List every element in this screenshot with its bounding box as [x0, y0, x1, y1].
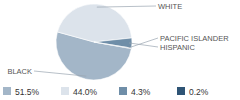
- leader-line: [129, 38, 158, 48]
- pie-slice: [94, 38, 132, 48]
- chart: BLACK WHITE HISPANICPACIFIC ISLANDER 51.5% 4…: [0, 0, 240, 100]
- slice-label: WHITE: [158, 2, 182, 11]
- slice-label: HISPANIC: [160, 43, 195, 52]
- pie: [56, 4, 132, 80]
- legend-swatch: [119, 87, 127, 95]
- legend-swatch: [61, 87, 69, 95]
- legend-label: 44.0%: [73, 87, 98, 97]
- pie-slice: [94, 42, 132, 49]
- legend-swatch: [3, 87, 11, 95]
- legend-label: 51.5%: [15, 87, 40, 97]
- legend: 51.5% 44.0% 4.3% 0.2%: [3, 87, 209, 97]
- slice-label: PACIFIC ISLANDER: [160, 34, 229, 43]
- legend-label: 0.2%: [189, 87, 209, 97]
- leader-line: [34, 71, 86, 76]
- legend-swatch: [177, 87, 185, 95]
- pie-slice: [57, 4, 131, 42]
- leader-line: [97, 6, 156, 7]
- legend-label: 4.3%: [131, 87, 151, 97]
- slice-label: BLACK: [7, 67, 32, 76]
